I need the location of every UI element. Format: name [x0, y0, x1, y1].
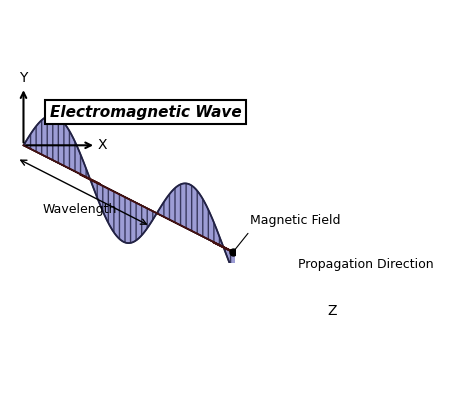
- Polygon shape: [80, 174, 156, 213]
- Text: Propagation Direction: Propagation Direction: [299, 258, 434, 271]
- Text: Electric Field: Electric Field: [100, 102, 180, 115]
- Text: X: X: [98, 138, 108, 152]
- Polygon shape: [224, 247, 290, 311]
- Polygon shape: [157, 213, 234, 252]
- Polygon shape: [213, 242, 290, 281]
- Text: Magnetic Field: Magnetic Field: [250, 214, 340, 227]
- Text: Wavelength: Wavelength: [42, 202, 117, 216]
- Polygon shape: [91, 180, 156, 243]
- Text: Z: Z: [327, 304, 337, 318]
- Text: Electromagnetic Wave: Electromagnetic Wave: [50, 105, 242, 120]
- Text: Y: Y: [19, 71, 27, 85]
- Polygon shape: [24, 115, 90, 179]
- Polygon shape: [157, 183, 223, 247]
- Polygon shape: [24, 146, 100, 184]
